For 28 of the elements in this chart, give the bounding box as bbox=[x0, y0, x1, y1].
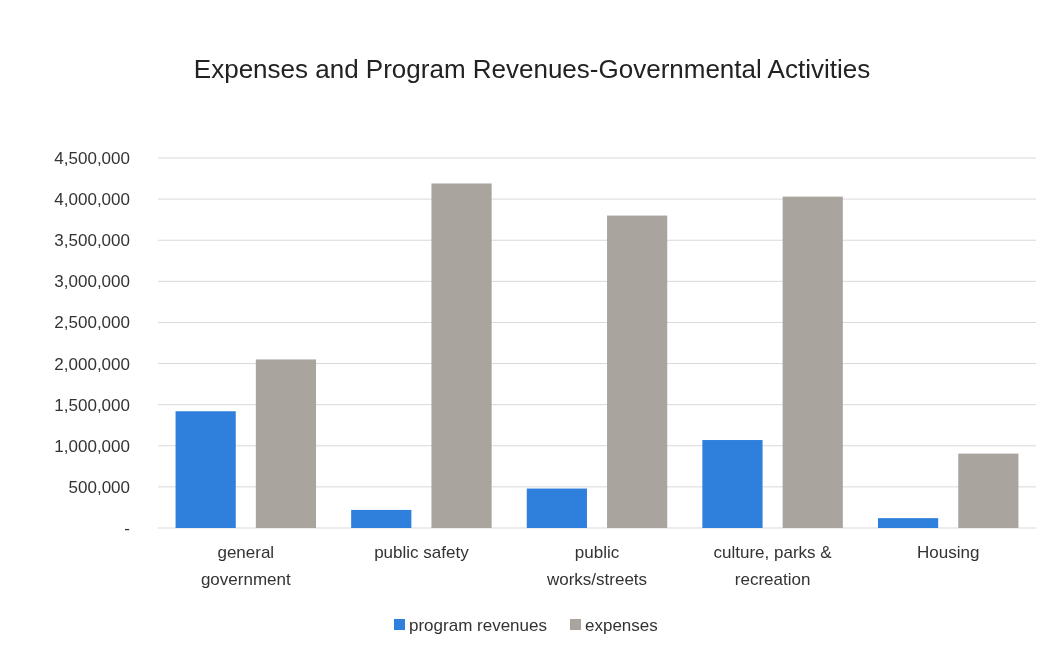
bar bbox=[255, 359, 317, 528]
bar bbox=[958, 453, 1019, 528]
bar bbox=[877, 518, 939, 528]
bar bbox=[782, 196, 843, 528]
y-tick-label: 3,000,000 bbox=[54, 272, 130, 292]
y-tick-label: 2,000,000 bbox=[54, 354, 130, 374]
bar bbox=[431, 183, 492, 528]
y-tick-label: 500,000 bbox=[68, 477, 130, 497]
x-tick-label: public works/streets bbox=[545, 543, 648, 589]
legend-label: program revenues bbox=[409, 615, 547, 635]
y-tick-label: 4,500,000 bbox=[54, 148, 130, 168]
legend-label: expenses bbox=[585, 615, 658, 635]
y-tick-label: 2,500,000 bbox=[54, 313, 130, 333]
y-tick-label: 4,000,000 bbox=[54, 190, 130, 210]
y-tick-label: 3,500,000 bbox=[54, 231, 130, 251]
x-tick-label: public safety bbox=[374, 543, 470, 562]
bar bbox=[526, 488, 587, 528]
x-tick-label: culture, parks & recreation bbox=[713, 543, 833, 589]
chart-title: Expenses and Program Revenues-Governmental Activities bbox=[193, 54, 871, 84]
bar bbox=[607, 215, 668, 528]
bar bbox=[351, 509, 412, 528]
y-tick-label: 1,000,000 bbox=[54, 436, 130, 456]
y-tick-label: 1,500,000 bbox=[54, 395, 130, 415]
bar bbox=[175, 411, 236, 528]
y-tick-label: - bbox=[124, 518, 130, 538]
x-tick-label: general government bbox=[200, 543, 291, 589]
bar bbox=[702, 440, 763, 528]
x-tick-label: Housing bbox=[917, 543, 980, 562]
